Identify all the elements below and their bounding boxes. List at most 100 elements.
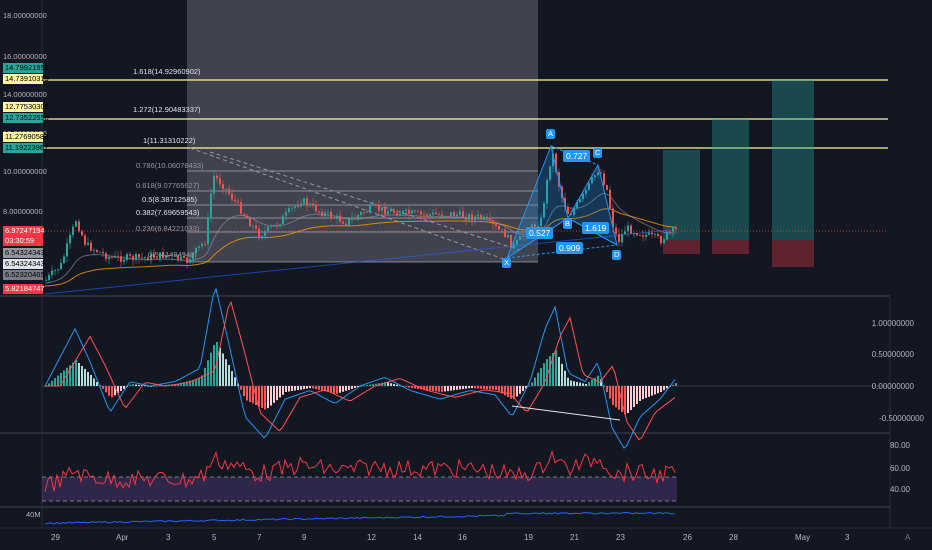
macd-histogram-bar bbox=[48, 383, 50, 386]
candle-body bbox=[174, 254, 176, 256]
trend-line-support[interactable] bbox=[44, 229, 671, 295]
candle-body bbox=[444, 216, 446, 217]
rsi-line[interactable] bbox=[44, 449, 676, 492]
candle-body bbox=[51, 270, 53, 275]
price-badge-level2[interactable]: 12.77530305 bbox=[3, 102, 49, 112]
macd-histogram[interactable] bbox=[45, 341, 677, 415]
price-badge-level1[interactable]: 14.73910319 bbox=[3, 74, 49, 84]
harmonic-point-a[interactable]: A bbox=[546, 129, 556, 139]
macd-line[interactable] bbox=[44, 287, 676, 449]
candle-body bbox=[429, 214, 431, 217]
candle-body bbox=[594, 175, 596, 178]
candle-body bbox=[507, 234, 509, 238]
macd-histogram-bar bbox=[357, 386, 359, 387]
candle-body bbox=[492, 220, 494, 225]
macd-histogram-bar bbox=[570, 380, 572, 386]
harmonic-point-d[interactable]: D bbox=[612, 250, 622, 260]
sl-zone-3[interactable] bbox=[772, 240, 814, 267]
candle-body bbox=[588, 183, 590, 190]
candlesticks[interactable] bbox=[45, 148, 677, 283]
price-badge-tp1[interactable]: 11.19223967 bbox=[3, 143, 49, 153]
auto-scale-button[interactable]: A bbox=[905, 533, 911, 542]
price-badge-ma3[interactable]: 6.52320465 bbox=[3, 270, 45, 280]
sl-zone-2[interactable] bbox=[712, 240, 749, 254]
candle-body bbox=[258, 228, 260, 239]
macd-histogram-bar bbox=[507, 386, 509, 398]
candle-body bbox=[624, 231, 626, 235]
candle-body bbox=[132, 255, 134, 260]
price-badge-low[interactable]: 5.82184747 bbox=[3, 284, 45, 294]
harmonic-point-c[interactable]: C bbox=[593, 148, 603, 158]
macd-histogram-bar bbox=[249, 386, 251, 402]
candle-body bbox=[447, 216, 449, 217]
macd-histogram-bar bbox=[153, 385, 155, 387]
candle-body bbox=[369, 204, 371, 212]
price-badge-tp3[interactable]: 14.79921952 bbox=[3, 63, 49, 73]
time-tick: Apr bbox=[116, 533, 129, 542]
macd-histogram-bar bbox=[654, 386, 656, 395]
tp-zone-3[interactable] bbox=[772, 80, 814, 240]
volume-axis-label: 40M bbox=[26, 510, 41, 519]
trend-line-dashed-2[interactable] bbox=[209, 151, 521, 251]
harmonic-point-x[interactable]: X bbox=[502, 258, 512, 268]
candle-body bbox=[246, 215, 248, 219]
harmonic-ratio-xb[interactable]: 0.527 bbox=[526, 227, 554, 239]
macd-histogram-bar bbox=[549, 356, 551, 386]
macd-divergence-line[interactable] bbox=[511, 405, 621, 421]
tp-zone-1[interactable] bbox=[663, 150, 700, 240]
harmonic-ratio-ac[interactable]: 0.727 bbox=[563, 150, 591, 162]
macd-histogram-bar bbox=[477, 386, 479, 389]
macd-histogram-bar bbox=[483, 386, 485, 390]
price-badge-tp2[interactable]: 12.73522550 bbox=[3, 113, 49, 123]
macd-histogram-bar bbox=[492, 386, 494, 390]
macd-histogram-bar bbox=[588, 381, 590, 386]
fib-highlight-area[interactable] bbox=[187, 0, 538, 262]
tp-zone-2[interactable] bbox=[712, 119, 749, 240]
macd-histogram-bar bbox=[225, 359, 227, 386]
harmonic-ratio-xd[interactable]: 0.909 bbox=[556, 242, 584, 254]
volume-line[interactable] bbox=[44, 511, 676, 525]
candle-body bbox=[135, 254, 137, 260]
macd-histogram-bar bbox=[228, 365, 230, 386]
macd-histogram-bar bbox=[480, 386, 482, 389]
price-badge-level3[interactable]: 11.27690583 bbox=[3, 132, 49, 142]
candle-body bbox=[288, 208, 290, 213]
candle-body bbox=[633, 233, 635, 234]
candle-body bbox=[168, 254, 170, 256]
macd-histogram-bar bbox=[87, 372, 89, 386]
macd-histogram-bar bbox=[129, 384, 131, 386]
macd-histogram-bar bbox=[618, 386, 620, 410]
macd-histogram-bar bbox=[132, 384, 134, 386]
macd-histogram-bar bbox=[93, 378, 95, 386]
harmonic-ratio-bd[interactable]: 1.619 bbox=[582, 222, 610, 234]
candle-body bbox=[123, 259, 125, 262]
candle-body bbox=[228, 188, 230, 194]
candle-body bbox=[459, 211, 461, 215]
harmonic-point-b[interactable]: B bbox=[563, 219, 573, 229]
time-tick: May bbox=[795, 533, 811, 542]
sl-zone-1[interactable] bbox=[663, 240, 700, 254]
macd-histogram-bar bbox=[504, 386, 506, 396]
candle-body bbox=[450, 212, 452, 217]
candle-body bbox=[285, 212, 287, 216]
candle-body bbox=[453, 212, 455, 217]
macd-histogram-bar bbox=[189, 380, 191, 386]
current-price-badge[interactable]: 6.97247194 bbox=[3, 226, 45, 236]
macd-histogram-bar bbox=[174, 384, 176, 386]
macd-histogram-bar bbox=[360, 386, 362, 387]
price-badge-ma2[interactable]: 6.54324343 bbox=[3, 259, 45, 269]
macd-histogram-bar bbox=[246, 386, 248, 401]
macd-signal-line[interactable] bbox=[45, 300, 676, 441]
macd-tick: 0.50000000 bbox=[871, 350, 914, 359]
macd-histogram-bar bbox=[372, 384, 374, 386]
macd-histogram-bar bbox=[633, 386, 635, 407]
macd-histogram-bar bbox=[330, 386, 332, 393]
macd-histogram-bar bbox=[51, 380, 53, 386]
trend-line-dashed-1[interactable] bbox=[189, 147, 513, 263]
macd-histogram-bar bbox=[384, 382, 386, 386]
price-badge-ma1[interactable]: 6.54324343 bbox=[3, 248, 45, 258]
macd-histogram-bar bbox=[279, 386, 281, 398]
candle-body bbox=[456, 214, 458, 217]
